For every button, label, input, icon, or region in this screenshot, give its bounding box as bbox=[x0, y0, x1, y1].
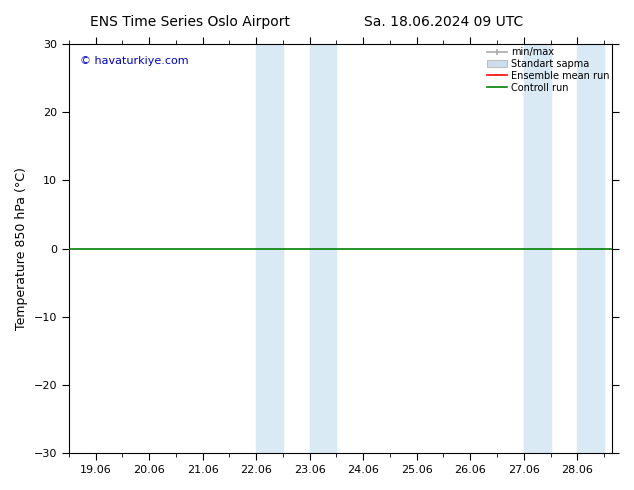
Text: © havaturkiye.com: © havaturkiye.com bbox=[80, 56, 188, 66]
Bar bbox=[309, 44, 337, 453]
Bar bbox=[524, 44, 550, 453]
Bar bbox=[578, 44, 604, 453]
Text: ENS Time Series Oslo Airport: ENS Time Series Oslo Airport bbox=[90, 15, 290, 29]
Bar bbox=[256, 44, 283, 453]
Legend: min/max, Standart sapma, Ensemble mean run, Controll run: min/max, Standart sapma, Ensemble mean r… bbox=[488, 47, 609, 93]
Text: Sa. 18.06.2024 09 UTC: Sa. 18.06.2024 09 UTC bbox=[364, 15, 524, 29]
Y-axis label: Temperature 850 hPa (°C): Temperature 850 hPa (°C) bbox=[15, 167, 28, 330]
